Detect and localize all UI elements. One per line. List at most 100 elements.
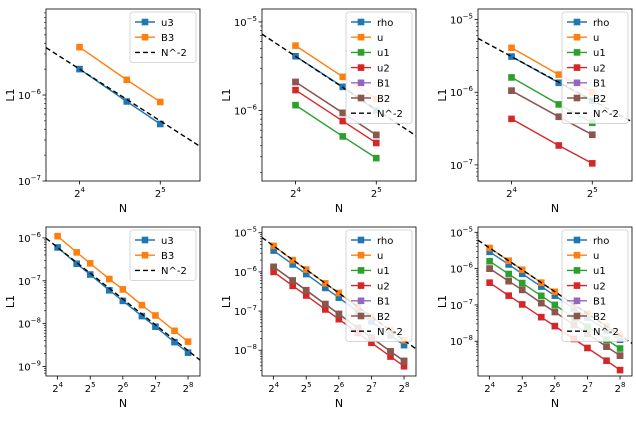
y-axis-label: L1: [4, 295, 17, 308]
data-point-B3: [152, 312, 159, 319]
legend-entry-B1: B1: [351, 297, 390, 308]
legend-label: B2: [377, 312, 390, 323]
series-line-u3: [79, 68, 161, 125]
legend-entry-u2: u2: [567, 63, 606, 74]
legend-entry-B1: B1: [351, 79, 390, 90]
data-point-u2: [335, 315, 343, 323]
legend-label: rho: [377, 18, 393, 29]
x-axis-label: N: [119, 397, 127, 410]
legend-label: u2: [593, 281, 606, 292]
legend-swatch-marker: [357, 33, 365, 41]
data-point-B2: [555, 113, 563, 121]
series-B2: [486, 265, 624, 359]
legend-label: u3: [161, 236, 174, 247]
legend: u3 B3 N^-2: [129, 11, 197, 63]
axes-frame: [477, 226, 633, 377]
legend-label: u1: [377, 48, 390, 59]
legend-entry-N^-2: N^-2: [351, 327, 403, 338]
legend-label: u: [377, 33, 383, 44]
y-tick-label: 10−6: [18, 88, 42, 102]
y-tick-label: 10−7: [18, 174, 41, 188]
data-point-u3: [152, 323, 159, 330]
data-point-u2: [321, 306, 329, 313]
legend-swatch-marker: [357, 236, 365, 244]
legend: rho u u1 u2 B1 B2 N^-2: [345, 11, 413, 124]
data-point-u2: [289, 282, 296, 290]
series-B3: [54, 232, 192, 345]
subplot-4: 10−9 10−8 10−7 10−6 24 25 26 27 28 N L1 u3 B3 N^-2: [4, 226, 201, 410]
series-B3: [76, 43, 164, 106]
data-point-u2: [518, 301, 526, 308]
series-B2: [292, 78, 380, 139]
legend-label: B2: [593, 94, 606, 105]
legend-label: u2: [377, 281, 390, 292]
data-point-u1: [616, 345, 624, 352]
y-axis-label: L1: [4, 88, 17, 101]
legend-swatch-marker: [357, 18, 365, 26]
x-axis-label: N: [551, 202, 559, 215]
data-point-B3: [76, 43, 83, 51]
legend-entry-u1: u1: [567, 48, 606, 59]
y-tick-label: 10−6: [234, 265, 258, 279]
data-point-B3: [184, 338, 192, 345]
legend-label: N^-2: [377, 109, 403, 120]
legend-label: B1: [593, 79, 606, 90]
legend-swatch-marker: [357, 251, 365, 259]
y-tick-label: 10−6: [234, 104, 258, 118]
data-point-u2: [372, 139, 380, 147]
legend-swatch-marker: [357, 267, 365, 274]
data-point-u3: [138, 312, 146, 320]
data-point-B2: [270, 263, 277, 271]
x-tick-label: 28: [399, 381, 410, 395]
legend-swatch-marker: [573, 251, 581, 259]
legend-label: u2: [377, 63, 390, 74]
axes-frame: [477, 8, 633, 182]
series-B2: [508, 87, 596, 139]
legend-swatch-marker: [357, 49, 365, 56]
data-point-u1: [372, 154, 380, 162]
legend-swatch-marker: [357, 297, 365, 305]
y-tick-label: 10−6: [450, 85, 474, 99]
series-u1: [292, 101, 380, 162]
data-point-u2: [616, 366, 624, 374]
legend-swatch-marker: [573, 312, 581, 320]
data-point-u1: [537, 292, 545, 300]
legend-swatch-marker: [573, 267, 581, 274]
x-axis-label: N: [551, 397, 559, 410]
x-tick-label: 24: [268, 381, 279, 395]
legend-label: u3: [161, 18, 174, 29]
series-u2: [270, 268, 408, 370]
data-point-B3: [73, 249, 80, 256]
legend-swatch-marker: [573, 33, 581, 41]
legend-entry-u2: u2: [351, 281, 390, 292]
y-tick-label: 10−6: [18, 231, 42, 245]
legend-entry-u1: u1: [351, 266, 390, 277]
data-point-u: [508, 44, 515, 52]
legend-swatch-marker: [573, 236, 581, 244]
y-tick-label: 10−7: [450, 158, 473, 172]
legend-label: B2: [593, 312, 606, 323]
data-point-u2: [387, 353, 394, 360]
legend-entry-N^-2: N^-2: [135, 266, 187, 277]
data-point-u3: [73, 260, 80, 268]
y-tick-label: 10−5: [234, 15, 257, 29]
legend-label: u1: [593, 48, 606, 59]
legend-entry-u2: u2: [351, 63, 390, 74]
legend-swatch-marker: [573, 64, 581, 71]
y-tick-label: 10−8: [234, 343, 257, 357]
legend-entry-u1: u1: [351, 48, 390, 59]
x-tick-label: 24: [52, 381, 63, 395]
legend-swatch-marker: [141, 236, 149, 244]
data-point-u3: [119, 297, 127, 305]
legend-label: B2: [377, 94, 390, 105]
series-u2: [508, 115, 596, 167]
y-axis-label: L1: [436, 295, 449, 308]
data-point-u2: [339, 117, 347, 125]
subplot-1: 10−7 10−6 24 25 N L1 u3 B3 N^-2: [4, 8, 201, 215]
legend-label: B3: [161, 33, 174, 44]
legend: rho u u1 u2 B1 B2 N^-2: [561, 229, 629, 342]
data-point-B2: [372, 131, 380, 139]
data-point-B2: [551, 308, 559, 316]
legend-swatch-marker: [357, 79, 365, 87]
